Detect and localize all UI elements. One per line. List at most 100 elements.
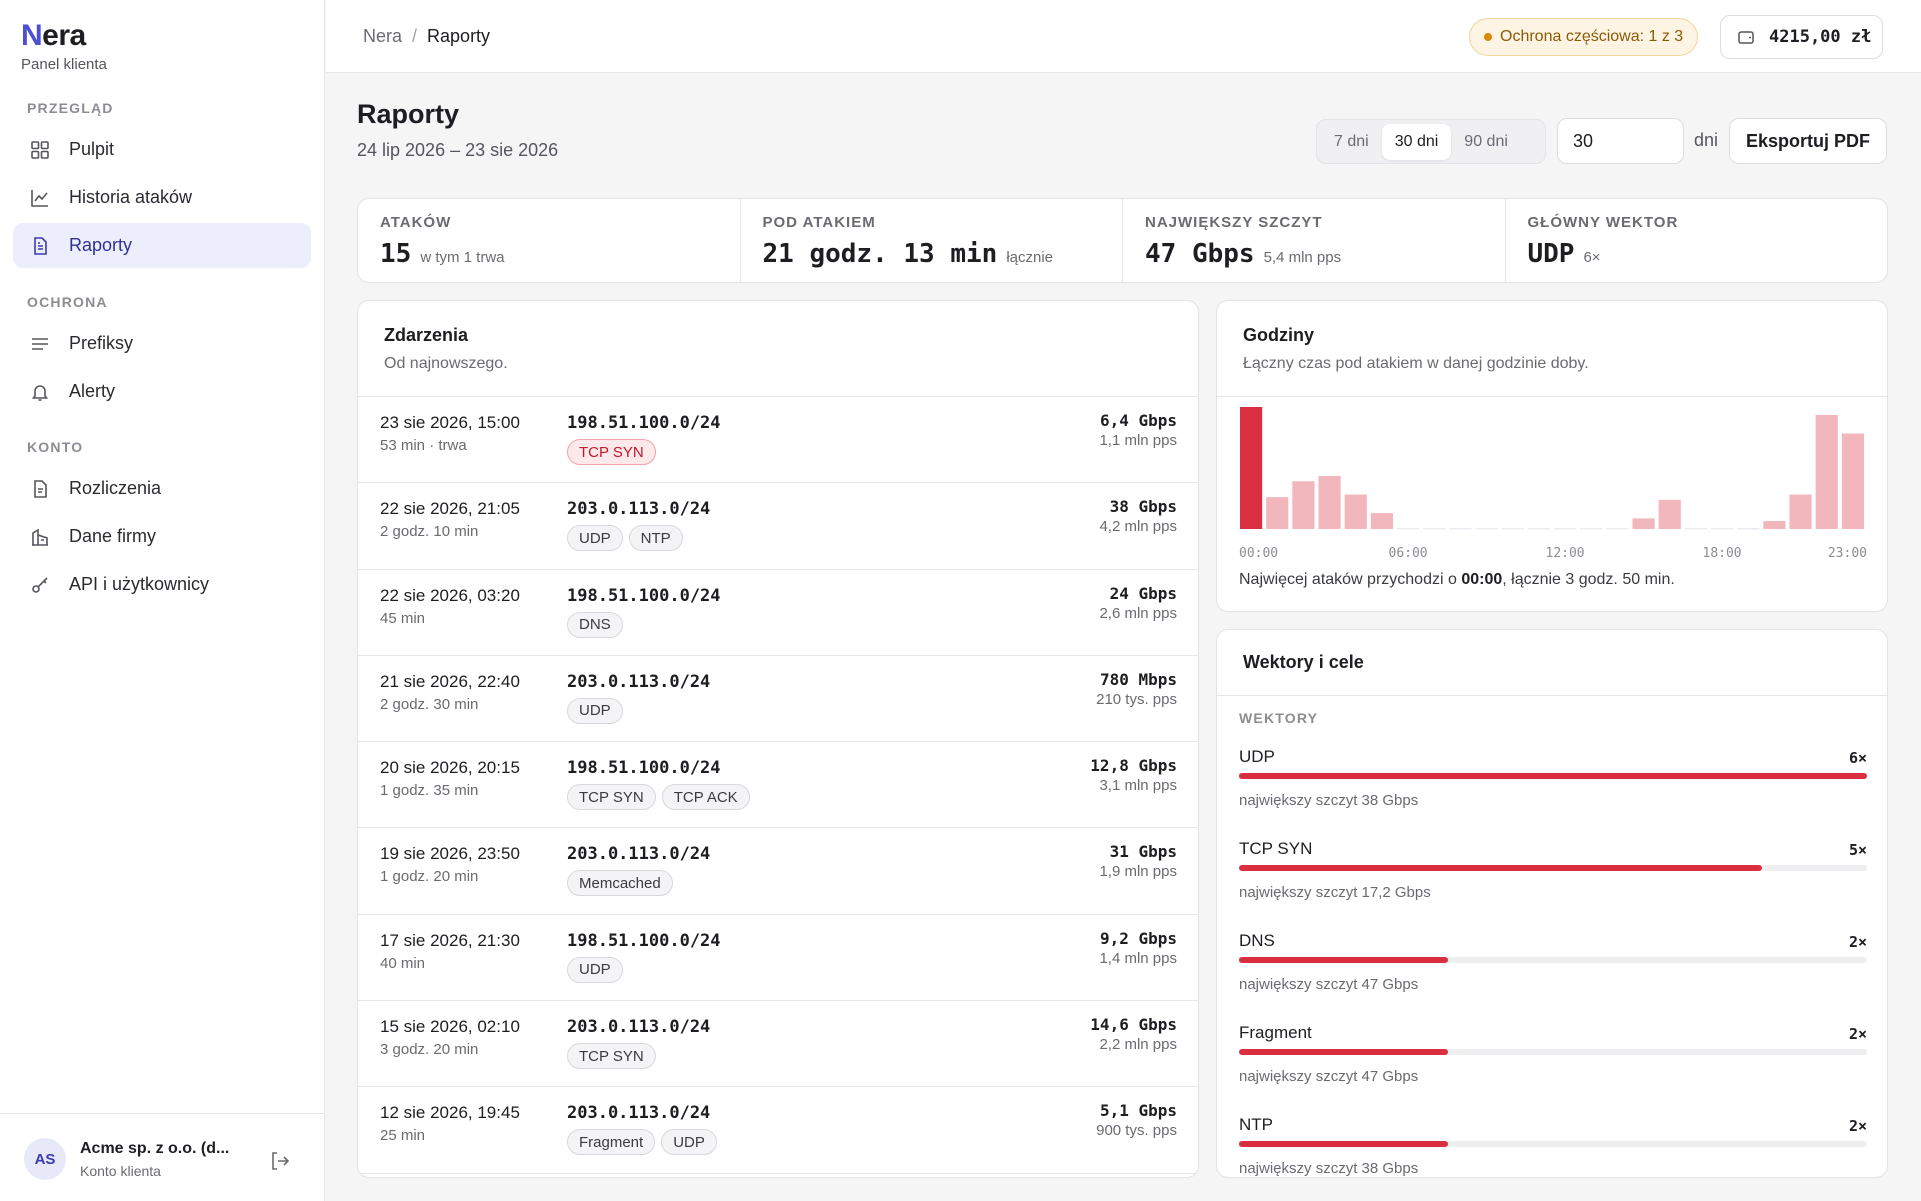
event-peak: 31 Gbps — [1109, 842, 1177, 862]
hour-bar[interactable] — [1789, 494, 1812, 529]
event-pps: 2,2 mln pps — [1099, 1036, 1177, 1054]
custom-days-input[interactable] — [1557, 118, 1684, 164]
hour-bar[interactable] — [1763, 521, 1786, 529]
event-pps: 1,4 mln pps — [1099, 949, 1177, 967]
event-peak: 5,1 Gbps — [1099, 1101, 1177, 1121]
sidebar-item-label: Historia ataków — [69, 187, 193, 207]
hour-tick-label: 23:00 — [1828, 546, 1867, 561]
hour-bar[interactable] — [1240, 407, 1263, 529]
hours-title: Godziny — [1243, 325, 1314, 345]
event-peak: 9,2 Gbps — [1099, 928, 1177, 948]
event-row[interactable]: 19 sie 2026, 23:50 1 godz. 20 min 203.0.… — [358, 828, 1198, 915]
event-row[interactable]: 22 sie 2026, 21:05 2 godz. 10 min 203.0.… — [358, 483, 1198, 570]
sidebar-item-reports[interactable]: Raporty — [13, 223, 311, 268]
vector-item[interactable]: UDP 6× największy szczyt 38 Gbps — [1239, 747, 1867, 827]
event-row[interactable]: 22 sie 2026, 03:20 45 min 198.51.100.0/2… — [358, 570, 1198, 656]
event-prefix: 198.51.100.0/24 — [567, 413, 721, 433]
hour-bar-empty — [1684, 528, 1707, 530]
stat-label: NAJWIĘKSZY SZCZYT — [1145, 214, 1323, 231]
event-prefix: 203.0.113.0/24 — [567, 499, 711, 520]
breadcrumb-root[interactable]: Nera — [363, 26, 403, 46]
hours-summary-suffix: , łącznie 3 godz. 50 min. — [1502, 571, 1675, 588]
hour-bar[interactable] — [1344, 494, 1367, 529]
hour-bar[interactable] — [1815, 414, 1838, 529]
vector-tag: Fragment — [567, 1129, 656, 1156]
event-row[interactable]: 23 sie 2026, 15:00 53 min · trwa 198.51.… — [358, 397, 1198, 484]
logout-icon[interactable] — [268, 1149, 292, 1173]
user-role: Konto klienta — [80, 1163, 161, 1179]
hour-bar[interactable] — [1632, 518, 1655, 529]
document-icon — [29, 235, 51, 257]
stat-attacks: ATAKÓW 15 w tym 1 trwa — [358, 199, 741, 282]
event-date: 15 sie 2026, 02:10 — [380, 1017, 520, 1037]
hour-bar[interactable] — [1658, 499, 1681, 529]
stat-label: GŁÓWNY WEKTOR — [1527, 214, 1679, 231]
vector-peak-note: największy szczyt 38 Gbps — [1239, 792, 1419, 809]
stat-under-attack: POD ATAKIEM 21 godz. 13 min łącznie — [741, 199, 1123, 282]
event-peak: 38 Gbps — [1109, 497, 1177, 517]
events-header: Zdarzenia Od najnowszego. — [358, 301, 1198, 397]
invoice-icon — [29, 478, 51, 500]
event-row[interactable]: 20 sie 2026, 20:15 1 godz. 35 min 198.51… — [358, 742, 1198, 829]
vector-count: 2× — [1848, 1117, 1867, 1135]
hour-bar[interactable] — [1370, 513, 1393, 529]
event-row[interactable]: 12 sie 2026, 19:45 25 min 203.0.113.0/24… — [358, 1087, 1198, 1174]
vector-name: UDP — [1239, 747, 1275, 766]
vector-item[interactable]: DNS 2× największy szczyt 47 Gbps — [1239, 931, 1867, 1011]
vector-bar-fill — [1239, 957, 1449, 963]
vector-item[interactable]: Fragment 2× największy szczyt 47 Gbps — [1239, 1023, 1867, 1103]
event-date: 19 sie 2026, 23:50 — [380, 844, 520, 864]
sidebar-item-api-users[interactable]: API i użytkownicy — [13, 562, 311, 607]
vector-peak-note: największy szczyt 47 Gbps — [1239, 1068, 1419, 1085]
summary-stats: ATAKÓW 15 w tym 1 trwa POD ATAKIEM 21 god… — [357, 198, 1888, 283]
hour-bar[interactable] — [1318, 475, 1341, 529]
sidebar-item-company[interactable]: Dane firmy — [13, 514, 311, 559]
export-pdf-button[interactable]: Eksportuj PDF — [1729, 118, 1887, 164]
sidebar-item-dashboard[interactable]: Pulpit — [13, 127, 311, 172]
user-account: AS Acme sp. z o.o. (d... Konto klienta — [0, 1113, 325, 1201]
stat-main-vector: GŁÓWNY WEKTOR UDP 6× — [1506, 199, 1888, 282]
period-30-days[interactable]: 30 dni — [1381, 123, 1452, 160]
vector-peak-note: największy szczyt 17,2 Gbps — [1239, 884, 1431, 901]
breadcrumb-current: Raporty — [427, 26, 491, 46]
hour-bar-empty — [1711, 528, 1734, 530]
hour-bar[interactable] — [1292, 481, 1315, 529]
vector-item[interactable]: NTP 2× największy szczyt 38 Gbps — [1239, 1115, 1867, 1177]
logo[interactable]: Nera — [21, 19, 86, 52]
bell-icon — [29, 381, 51, 403]
protection-status-badge[interactable]: Ochrona częściowa: 1 z 3 — [1469, 18, 1699, 56]
nav-section-overview: PRZEGLĄD — [27, 100, 114, 116]
hour-tick-label: 00:00 — [1239, 546, 1278, 561]
breadcrumb-separator: / — [412, 26, 418, 46]
balance-button[interactable]: 4215,00 zł — [1720, 15, 1883, 59]
hour-bar[interactable] — [1841, 433, 1864, 529]
period-90-days[interactable]: 90 dni — [1464, 132, 1508, 150]
event-row[interactable]: 15 sie 2026, 02:10 3 godz. 20 min 203.0.… — [358, 1001, 1198, 1088]
vector-count: 2× — [1848, 1025, 1867, 1043]
brand-subtitle: Panel klienta — [21, 56, 107, 73]
period-7-days[interactable]: 7 dni — [1334, 132, 1369, 150]
sidebar-item-alerts[interactable]: Alerty — [13, 369, 311, 414]
vector-tag: UDP — [567, 525, 623, 552]
event-row[interactable]: 21 sie 2026, 22:40 2 godz. 30 min 203.0.… — [358, 656, 1198, 743]
avatar[interactable]: AS — [24, 1138, 66, 1180]
hours-summary-hour: 00:00 — [1461, 571, 1503, 588]
nav-section-protection: OCHRONA — [27, 294, 108, 310]
vector-tag: Memcached — [567, 870, 673, 897]
vectors-section-label: WEKTORY — [1239, 710, 1319, 726]
key-icon — [29, 574, 51, 596]
hour-bar[interactable] — [1266, 497, 1289, 529]
vector-item[interactable]: TCP SYN 5× największy szczyt 17,2 Gbps — [1239, 839, 1867, 919]
vectors-title: Wektory i cele — [1243, 652, 1364, 672]
vector-tag: UDP — [567, 697, 623, 724]
sidebar-item-attack-history[interactable]: Historia ataków — [13, 175, 311, 220]
breadcrumb: Nera / Raporty — [363, 26, 490, 47]
sidebar-item-prefixes[interactable]: Prefiksy — [13, 321, 311, 366]
event-duration: 2 godz. 30 min — [380, 695, 479, 713]
hour-bar-empty — [1580, 528, 1603, 530]
sidebar-item-billing[interactable]: Rozliczenia — [13, 466, 311, 511]
event-prefix: 203.0.113.0/24 — [567, 844, 711, 865]
event-row[interactable]: 17 sie 2026, 21:30 40 min 198.51.100.0/2… — [358, 915, 1198, 1002]
stat-note: 5,4 mln pps — [1263, 249, 1342, 266]
stat-label: POD ATAKIEM — [762, 214, 876, 231]
